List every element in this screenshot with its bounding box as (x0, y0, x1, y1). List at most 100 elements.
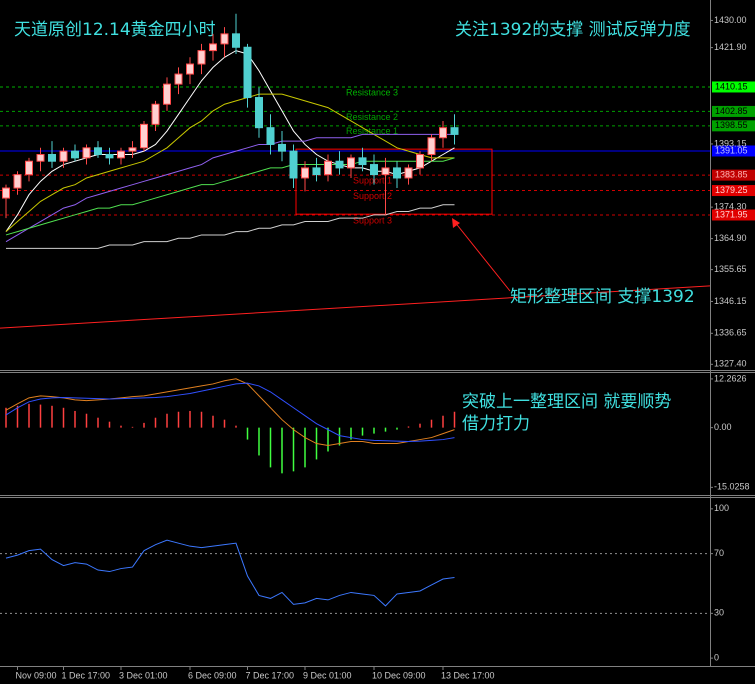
y-tick-label: 1364.90 (714, 233, 747, 243)
y-tick-label: 12.2626 (714, 373, 747, 383)
indicator-line (5, 50, 455, 232)
candle-body (140, 123, 148, 149)
indicator-line (5, 93, 455, 232)
candle-body (278, 143, 286, 152)
x-tick-label: 6 Dec 09:00 (188, 670, 237, 680)
candle-body (243, 46, 252, 99)
y-tick-label: 1374.30 (714, 201, 747, 211)
candle-body (381, 167, 390, 176)
candle-body (266, 127, 275, 145)
y-tick-label: -15.0258 (714, 482, 750, 492)
x-tick-label: 7 Dec 17:00 (246, 670, 295, 680)
candle-body (255, 97, 263, 129)
y-tick-label: 1421.90 (714, 42, 747, 52)
level-name: Support 1 (353, 175, 392, 185)
candle-body (324, 160, 332, 176)
x-tick-label: 3 Dec 01:00 (119, 670, 168, 680)
price-tag-label: 1402.85 (715, 106, 748, 116)
candle-body (59, 150, 68, 162)
y-tick-label: 1355.65 (714, 264, 747, 274)
x-tick-label: 1 Dec 17:00 (62, 670, 111, 680)
candle-body (151, 103, 160, 125)
indicator-line (5, 133, 455, 243)
candle-body (439, 127, 447, 139)
candle-body (289, 150, 298, 179)
candle-body (416, 154, 424, 169)
price-tag-label: 1410.15 (715, 81, 748, 91)
indicator-line (5, 378, 455, 447)
price-tag-label: 1391.05 (715, 145, 748, 155)
y-tick-label: 100 (714, 503, 729, 513)
price-tag (712, 185, 755, 197)
level-name: Resistance 1 (346, 126, 398, 136)
annotation: 关注1392的支撑 测试反弹力度 (455, 20, 691, 40)
y-tick-label: 30 (714, 608, 724, 618)
candle-body (450, 127, 459, 135)
price-tag (712, 145, 755, 157)
price-tag-label: 1379.25 (715, 185, 748, 195)
candle-body (232, 33, 240, 48)
candle-body (427, 137, 436, 156)
price-tag (712, 169, 755, 181)
level-name: Support 2 (353, 191, 392, 201)
level-name: Resistance 2 (346, 112, 398, 122)
candle-body (301, 167, 309, 179)
y-tick-label: 1336.65 (714, 328, 747, 338)
y-tick-label: 1430.00 (714, 15, 747, 25)
y-tick-label: 0 (714, 653, 719, 663)
candle-body (174, 73, 183, 85)
candle-body (312, 167, 321, 176)
y-tick-label: 1393.15 (714, 138, 747, 148)
x-tick-label: 13 Dec 17:00 (441, 670, 495, 680)
candle-body (117, 150, 125, 159)
x-tick-label: 10 Dec 09:00 (372, 670, 426, 680)
candle-body (25, 160, 33, 176)
price-tag-label: 1398.55 (715, 120, 748, 130)
x-tick-label: 9 Dec 01:00 (303, 670, 352, 680)
candle-body (2, 187, 10, 199)
price-tag (712, 209, 755, 221)
candle-body (358, 157, 367, 166)
arrow (453, 220, 511, 292)
candle-body (335, 160, 344, 169)
chart-title: 天道原创12.14黄金四小时 (14, 20, 216, 40)
candle-body (13, 174, 22, 189)
arrow-head (452, 218, 460, 228)
candle-body (220, 33, 229, 45)
level-name: Support 3 (353, 215, 392, 225)
candle-body (209, 43, 217, 52)
candle-body (186, 63, 194, 75)
y-tick-label: 70 (714, 548, 724, 558)
y-tick-label: 1346.15 (714, 296, 747, 306)
x-tick-label: Nov 09:00 (16, 670, 57, 680)
price-tag-label: 1371.95 (715, 209, 748, 219)
candle-body (393, 167, 401, 179)
indicator-line (6, 204, 455, 249)
level-name: Resistance 3 (346, 87, 398, 97)
candle-body (347, 157, 355, 169)
price-tag (712, 105, 755, 117)
y-tick-label: 1327.40 (714, 359, 747, 369)
price-tag-label: 1383.85 (715, 169, 748, 179)
range-rectangle (295, 148, 493, 215)
y-tick-label: 0.00 (714, 422, 732, 432)
candle-body (128, 147, 137, 152)
annotation: 突破上一整理区间 就要顺势 (462, 392, 671, 412)
indicator-line (5, 382, 455, 443)
trendline (0, 285, 711, 329)
candle-body (404, 167, 413, 179)
candle-body (94, 147, 102, 156)
candle-body (82, 147, 91, 159)
price-tag (712, 120, 755, 132)
candle-body (48, 154, 56, 162)
indicator-line (5, 539, 455, 607)
annotation: 借力打力 (462, 414, 530, 434)
candle-body (163, 83, 171, 105)
candle-body (197, 50, 206, 65)
candle-body (71, 150, 79, 159)
candle-body (370, 164, 378, 176)
annotation: 矩形整理区间 支撑1392 (510, 287, 695, 307)
candle-body (36, 154, 45, 162)
indicator-line (5, 157, 455, 236)
